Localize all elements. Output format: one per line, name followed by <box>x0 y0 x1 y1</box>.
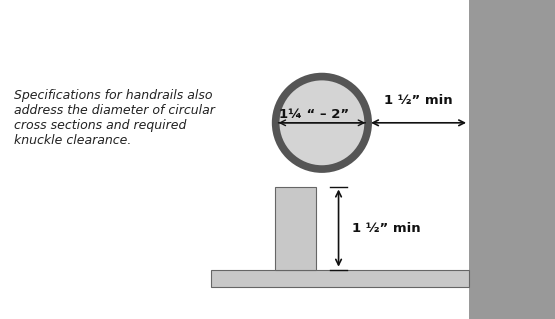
Text: 1 ½” min: 1 ½” min <box>352 222 421 234</box>
Text: Specifications for handrails also
address the diameter of circular
cross section: Specifications for handrails also addres… <box>14 89 215 147</box>
Bar <box>211 270 469 287</box>
Text: 1¼ “ – 2”: 1¼ “ – 2” <box>279 108 349 121</box>
Bar <box>275 187 316 270</box>
Text: 1 ½” min: 1 ½” min <box>384 94 453 107</box>
Bar <box>469 0 555 319</box>
Ellipse shape <box>276 77 368 169</box>
